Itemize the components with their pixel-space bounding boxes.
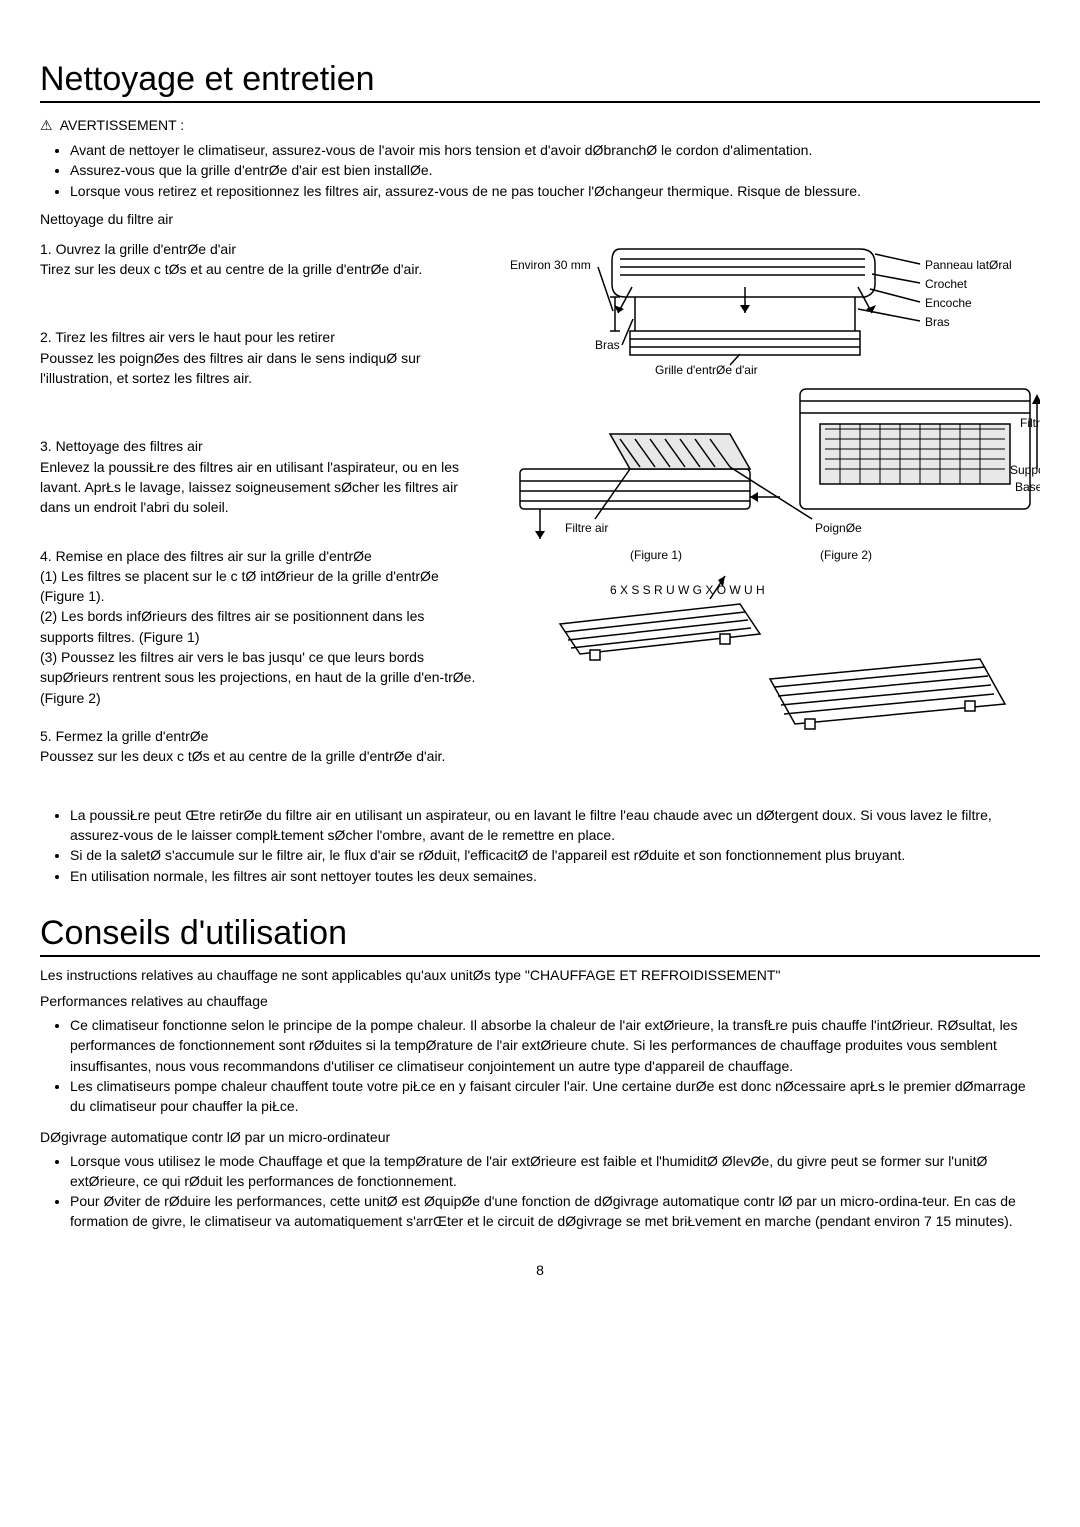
sub2-item: Pour Øviter de rØduire les performances,…	[70, 1191, 1040, 1232]
warning-list: Avant de nettoyer le climatiseur, assure…	[56, 140, 1040, 201]
step-title: 4. Remise en place des filtres air sur l…	[40, 546, 480, 566]
diagram-label: Grille d'entrØe d'air	[655, 363, 758, 377]
diagram-label: (Figure 1)	[630, 548, 682, 562]
diagram-label: Crochet	[925, 277, 968, 291]
diagram-svg: Environ 30 mm Panneau latØral Crochet En…	[500, 239, 1040, 799]
step-title: 2. Tirez les filtres air vers le haut po…	[40, 327, 480, 347]
warning-label: AVERTISSEMENT :	[60, 117, 184, 133]
sub1-item: Les climatiseurs pompe chaleur chauffent…	[70, 1076, 1040, 1117]
warning-icon: ⚠	[40, 117, 53, 133]
diagram-label: 6 X S S R U W G X O W U H	[610, 583, 765, 597]
note-item: Si de la saletØ s'accumule sur le filtre…	[70, 845, 1040, 865]
page-number: 8	[40, 1262, 1040, 1278]
warning-header: ⚠ AVERTISSEMENT :	[40, 117, 1040, 134]
step-body: Poussez sur les deux c tØs et au centre …	[40, 746, 480, 766]
sub2-item: Lorsque vous utilisez le mode Chauffage …	[70, 1151, 1040, 1192]
diagram-label: Filtre air	[1020, 416, 1040, 430]
diagram-label: Support	[1010, 463, 1040, 477]
step-title: 5. Fermez la grille d'entrØe	[40, 726, 480, 746]
diagram-label: PoignØe	[815, 521, 862, 535]
section-title: Conseils d'utilisation	[40, 914, 1040, 957]
diagram-label: Bras	[595, 338, 620, 352]
warning-item: Avant de nettoyer le climatiseur, assure…	[70, 140, 1040, 160]
notes-list: La poussiŁre peut Œtre retirØe du filtre…	[56, 805, 1040, 886]
diagram-label: Filtre air	[565, 521, 608, 535]
diagram-label: Base	[1015, 480, 1040, 494]
step-title: 3. Nettoyage des filtres air	[40, 436, 480, 456]
diagram-label: Bras	[925, 315, 950, 329]
warning-item: Lorsque vous retirez et repositionnez le…	[70, 181, 1040, 201]
diagram-label: Panneau latØral	[925, 258, 1012, 272]
sub1-item: Ce climatiseur fonctionne selon le princ…	[70, 1015, 1040, 1076]
heating-intro: Les instructions relatives au chauffage …	[40, 967, 1040, 983]
sub2-list: Lorsque vous utilisez le mode Chauffage …	[56, 1151, 1040, 1232]
note-item: La poussiŁre peut Œtre retirØe du filtre…	[70, 805, 1040, 846]
sub2-title: DØgivrage automatique contr lØ par un mi…	[40, 1129, 1040, 1145]
sub1-title: Performances relatives au chauffage	[40, 993, 1040, 1009]
section-title: Nettoyage et entretien	[40, 60, 1040, 103]
warning-item: Assurez-vous que la grille d'entrØe d'ai…	[70, 160, 1040, 180]
sub1-list: Ce climatiseur fonctionne selon le princ…	[56, 1015, 1040, 1116]
step-body: Enlevez la poussiŁre des filtres air en …	[40, 457, 480, 518]
step-body: Poussez les poignØes des filtres air dan…	[40, 348, 480, 389]
step-body: (1) Les filtres se placent sur le c tØ i…	[40, 566, 480, 708]
diagram-label: Encoche	[925, 296, 972, 310]
steps-column: 1. Ouvrez la grille d'entrØe d'air Tirez…	[40, 239, 480, 799]
note-item: En utilisation normale, les filtres air …	[70, 866, 1040, 886]
diagram-label: Environ 30 mm	[510, 258, 591, 272]
step-body: Tirez sur les deux c tØs et au centre de…	[40, 259, 480, 279]
diagram-label: (Figure 2)	[820, 548, 872, 562]
diagram-area: Environ 30 mm Panneau latØral Crochet En…	[500, 239, 1040, 799]
filter-cleaning-title: Nettoyage du filtre air	[40, 211, 1040, 227]
step-title: 1. Ouvrez la grille d'entrØe d'air	[40, 239, 480, 259]
